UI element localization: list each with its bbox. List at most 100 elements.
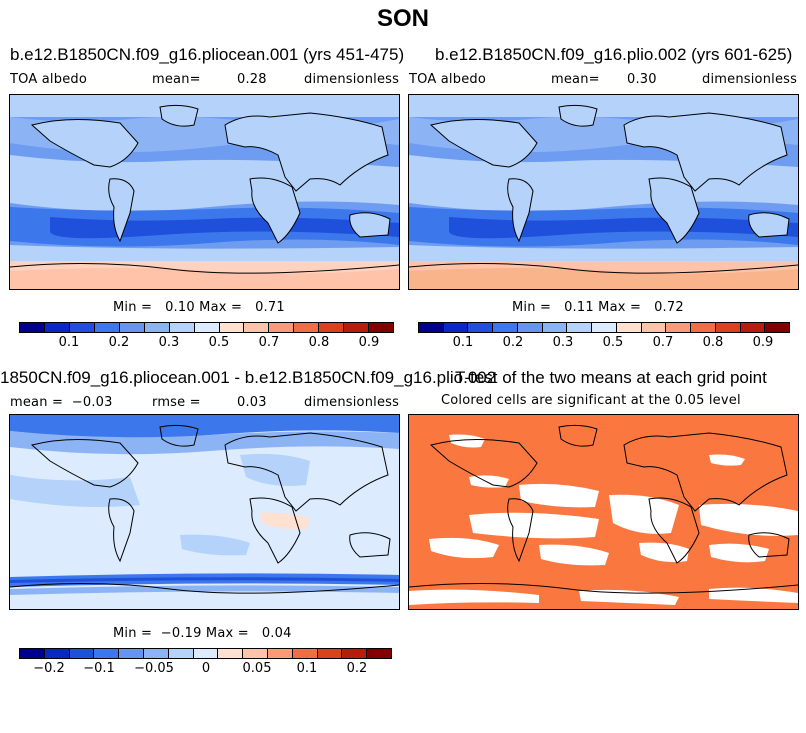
- colorbar-swatch: [419, 323, 444, 332]
- colorbar-swatch: [168, 649, 194, 658]
- panel2-units-label: dimensionless: [702, 72, 798, 87]
- colorbar-tick-label: −0.1: [83, 661, 115, 676]
- colorbar-swatch: [269, 323, 295, 332]
- panel2-min-max: Min = 0.11 Max = 0.72: [512, 300, 684, 315]
- colorbar-swatch: [317, 649, 343, 658]
- colorbar-swatch: [715, 323, 741, 332]
- panel4-title: T-test of the two means at each grid poi…: [455, 368, 767, 387]
- panel2-variable-label: TOA albedo: [409, 72, 487, 87]
- panel3-units-label: dimensionless: [304, 395, 400, 410]
- colorbar-swatch: [367, 649, 391, 658]
- panel2-map: [408, 94, 799, 290]
- colorbar-swatch: [119, 323, 145, 332]
- colorbar-swatch: [20, 323, 45, 332]
- panel3-mean-label: mean = −0.03: [10, 395, 113, 410]
- panel1-mean-value: 0.28: [237, 72, 267, 87]
- colorbar-swatch: [244, 323, 270, 332]
- panel3-colorbar: [19, 648, 392, 659]
- panel3-title: 1850CN.f09_g16.pliocean.001 - b.e12.B185…: [0, 368, 497, 387]
- panel3-map: [9, 414, 400, 610]
- colorbar-swatch: [267, 649, 293, 658]
- colorbar-tick-label: 0.1: [58, 335, 80, 350]
- panel3-colorbar-labels: −0.2 −0.1 −0.05 0 0.05 0.1 0.2: [19, 661, 392, 677]
- panel3-rmse-label: rmse =: [152, 395, 201, 410]
- panel2-colorbar: [418, 322, 790, 333]
- colorbar-tick-label: 0.1: [452, 335, 474, 350]
- colorbar-swatch: [765, 323, 790, 332]
- panel1-mean-label: mean=: [152, 72, 201, 87]
- colorbar-swatch: [691, 323, 716, 332]
- colorbar-swatch: [94, 323, 120, 332]
- colorbar-swatch: [294, 323, 320, 332]
- panel2-mean-value: 0.30: [627, 72, 657, 87]
- colorbar-tick-label: 0.8: [702, 335, 724, 350]
- colorbar-swatch: [468, 323, 494, 332]
- panel1-colorbar-labels: 0.1 0.2 0.3 0.5 0.7 0.8 0.9: [19, 335, 394, 351]
- colorbar-tick-label: 0.3: [158, 335, 180, 350]
- colorbar-swatch: [69, 323, 95, 332]
- colorbar-swatch: [666, 323, 692, 332]
- colorbar-tick-label: 0.2: [346, 661, 368, 676]
- colorbar-swatch: [44, 649, 70, 658]
- colorbar-tick-label: 0.8: [308, 335, 330, 350]
- colorbar-tick-label: 0.7: [258, 335, 280, 350]
- colorbar-swatch: [243, 649, 268, 658]
- panel2-mean-label: mean=: [551, 72, 600, 87]
- colorbar-swatch: [542, 323, 568, 332]
- colorbar-tick-label: 0.7: [652, 335, 674, 350]
- colorbar-swatch: [194, 323, 220, 332]
- colorbar-swatch: [218, 649, 244, 658]
- panel3-min-max: Min = −0.19 Max = 0.04: [113, 626, 292, 641]
- colorbar-swatch: [567, 323, 593, 332]
- colorbar-tick-label: 0.2: [108, 335, 130, 350]
- colorbar-tick-label: 0.05: [242, 661, 272, 676]
- colorbar-tick-label: 0.3: [552, 335, 574, 350]
- colorbar-swatch: [493, 323, 518, 332]
- panel4-map: [408, 414, 799, 610]
- panel4-significance-plot: [409, 415, 798, 609]
- colorbar-swatch: [369, 323, 394, 332]
- panel1-min-max: Min = 0.10 Max = 0.71: [113, 300, 285, 315]
- panel1-colorbar: [19, 322, 394, 333]
- colorbar-swatch: [517, 323, 543, 332]
- colorbar-swatch: [616, 323, 642, 332]
- colorbar-swatch: [143, 649, 169, 658]
- colorbar-tick-label: 0.5: [208, 335, 230, 350]
- colorbar-swatch: [69, 649, 95, 658]
- colorbar-swatch: [292, 649, 318, 658]
- colorbar-tick-label: 0.5: [602, 335, 624, 350]
- colorbar-swatch: [342, 649, 368, 658]
- colorbar-swatch: [344, 323, 370, 332]
- colorbar-swatch: [592, 323, 617, 332]
- colorbar-tick-label: −0.05: [134, 661, 174, 676]
- panel1-field-plot: [10, 95, 399, 289]
- colorbar-tick-label: 0.1: [296, 661, 318, 676]
- panel2-field-plot: [409, 95, 798, 289]
- colorbar-tick-label: 0.9: [358, 335, 380, 350]
- panel1-map: [9, 94, 400, 290]
- panel2-colorbar-labels: 0.1 0.2 0.3 0.5 0.7 0.8 0.9: [418, 335, 790, 351]
- colorbar-swatch: [144, 323, 170, 332]
- colorbar-swatch: [44, 323, 70, 332]
- colorbar-tick-label: 0: [201, 661, 211, 676]
- colorbar-swatch: [219, 323, 245, 332]
- colorbar-swatch: [319, 323, 345, 332]
- panel3-field-plot: [10, 415, 399, 609]
- colorbar-tick-label: 0.9: [752, 335, 774, 350]
- colorbar-tick-label: −0.2: [33, 661, 65, 676]
- panel1-units-label: dimensionless: [304, 72, 400, 87]
- colorbar-swatch: [20, 649, 45, 658]
- panel2-title: b.e12.B1850CN.f09_g16.plio.002 (yrs 601-…: [435, 45, 793, 64]
- colorbar-swatch: [443, 323, 469, 332]
- panel4-subtitle: Colored cells are significant at the 0.0…: [441, 393, 741, 408]
- page-title: SON: [376, 5, 429, 32]
- colorbar-swatch: [169, 323, 195, 332]
- panel1-variable-label: TOA albedo: [10, 72, 88, 87]
- panel3-rmse-value: 0.03: [237, 395, 267, 410]
- colorbar-swatch: [119, 649, 144, 658]
- colorbar-swatch: [740, 323, 766, 332]
- colorbar-swatch: [641, 323, 667, 332]
- colorbar-swatch: [94, 649, 120, 658]
- colorbar-tick-label: 0.2: [502, 335, 524, 350]
